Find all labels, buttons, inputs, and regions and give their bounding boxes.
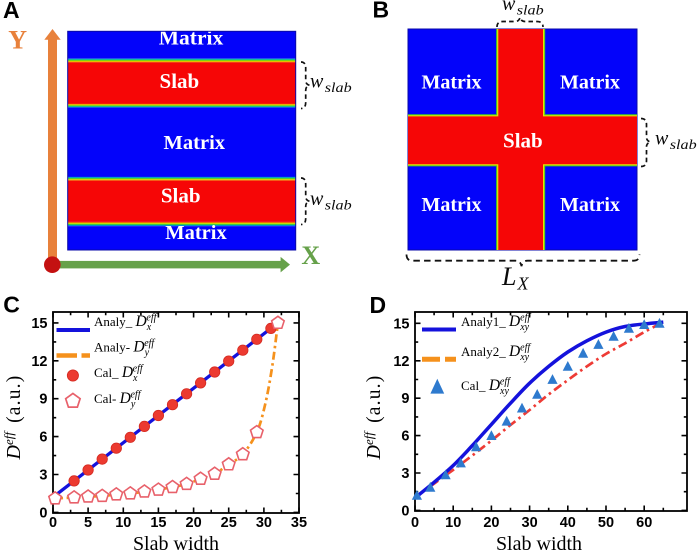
svg-text:50: 50 <box>598 515 614 531</box>
svg-text:6: 6 <box>39 430 47 446</box>
svg-text:w: w <box>502 0 516 15</box>
svg-text:Matrix: Matrix <box>159 26 224 50</box>
svg-text:Analy_ Dxeff: Analy_ Dxeff <box>94 313 158 333</box>
svg-text:0: 0 <box>411 515 419 531</box>
svg-text:LX: LX <box>501 262 529 294</box>
svg-text:Analy1_ Dxyeff: Analy1_ Dxyeff <box>461 313 531 333</box>
svg-text:Matrix: Matrix <box>422 194 482 216</box>
svg-text:3: 3 <box>401 466 409 482</box>
svg-text:slab: slab <box>325 81 352 96</box>
svg-text:10: 10 <box>115 515 131 531</box>
svg-text:slab: slab <box>670 138 697 153</box>
svg-text:15: 15 <box>393 316 409 332</box>
svg-text:15: 15 <box>150 515 166 531</box>
svg-text:10: 10 <box>445 515 461 531</box>
svg-text:w: w <box>310 188 324 210</box>
svg-text:w: w <box>655 128 669 150</box>
svg-text:Matrix: Matrix <box>164 132 226 154</box>
svg-text:30: 30 <box>522 515 538 531</box>
svg-text:12: 12 <box>31 354 47 370</box>
svg-text:Cal_ Dxeff: Cal_ Dxeff <box>94 364 144 384</box>
svg-text:9: 9 <box>401 391 409 407</box>
svg-text:Slab: Slab <box>160 69 200 93</box>
svg-text:12: 12 <box>393 354 409 370</box>
svg-text:Matrix: Matrix <box>165 222 227 244</box>
svg-text:30: 30 <box>256 515 272 531</box>
svg-text:Y: Y <box>8 26 27 55</box>
svg-text:Matrix: Matrix <box>422 72 482 94</box>
svg-text:Slab width: Slab width <box>133 533 219 554</box>
svg-text:25: 25 <box>221 515 237 531</box>
svg-text:6: 6 <box>401 429 409 445</box>
svg-text:Matrix: Matrix <box>560 72 620 94</box>
svg-text:3: 3 <box>39 468 47 484</box>
svg-text:35: 35 <box>291 515 307 531</box>
svg-text:15: 15 <box>31 316 47 332</box>
svg-text:Deff (a.u.): Deff (a.u.) <box>361 375 385 461</box>
svg-text:B: B <box>373 0 390 23</box>
svg-text:9: 9 <box>39 392 47 408</box>
svg-text:Analy- Dyeff: Analy- Dyeff <box>94 338 155 358</box>
svg-text:20: 20 <box>483 515 499 531</box>
svg-text:Cal- Dyeff: Cal- Dyeff <box>94 390 142 410</box>
svg-text:Slab: Slab <box>161 183 201 207</box>
svg-text:w: w <box>310 71 324 93</box>
svg-text:A: A <box>3 0 20 23</box>
svg-text:X: X <box>301 241 320 270</box>
svg-text:0: 0 <box>39 505 47 521</box>
svg-text:D: D <box>370 292 387 318</box>
svg-text:40: 40 <box>560 515 576 531</box>
svg-text:20: 20 <box>186 515 202 531</box>
svg-text:5: 5 <box>84 515 92 531</box>
svg-text:Slab width: Slab width <box>496 533 582 554</box>
svg-text:C: C <box>3 292 20 318</box>
svg-text:Deff (a.u.): Deff (a.u.) <box>1 375 25 461</box>
svg-text:0: 0 <box>401 503 409 519</box>
svg-text:Analy2_ Dxyeff: Analy2_ Dxyeff <box>461 343 531 363</box>
svg-text:slab: slab <box>517 3 544 18</box>
svg-text:slab: slab <box>325 198 352 213</box>
svg-text:0: 0 <box>49 515 57 531</box>
svg-text:Matrix: Matrix <box>560 194 620 216</box>
svg-text:Cal_ Dxyeff: Cal_ Dxyeff <box>461 377 511 397</box>
svg-text:Slab: Slab <box>503 128 543 152</box>
svg-text:60: 60 <box>636 515 652 531</box>
